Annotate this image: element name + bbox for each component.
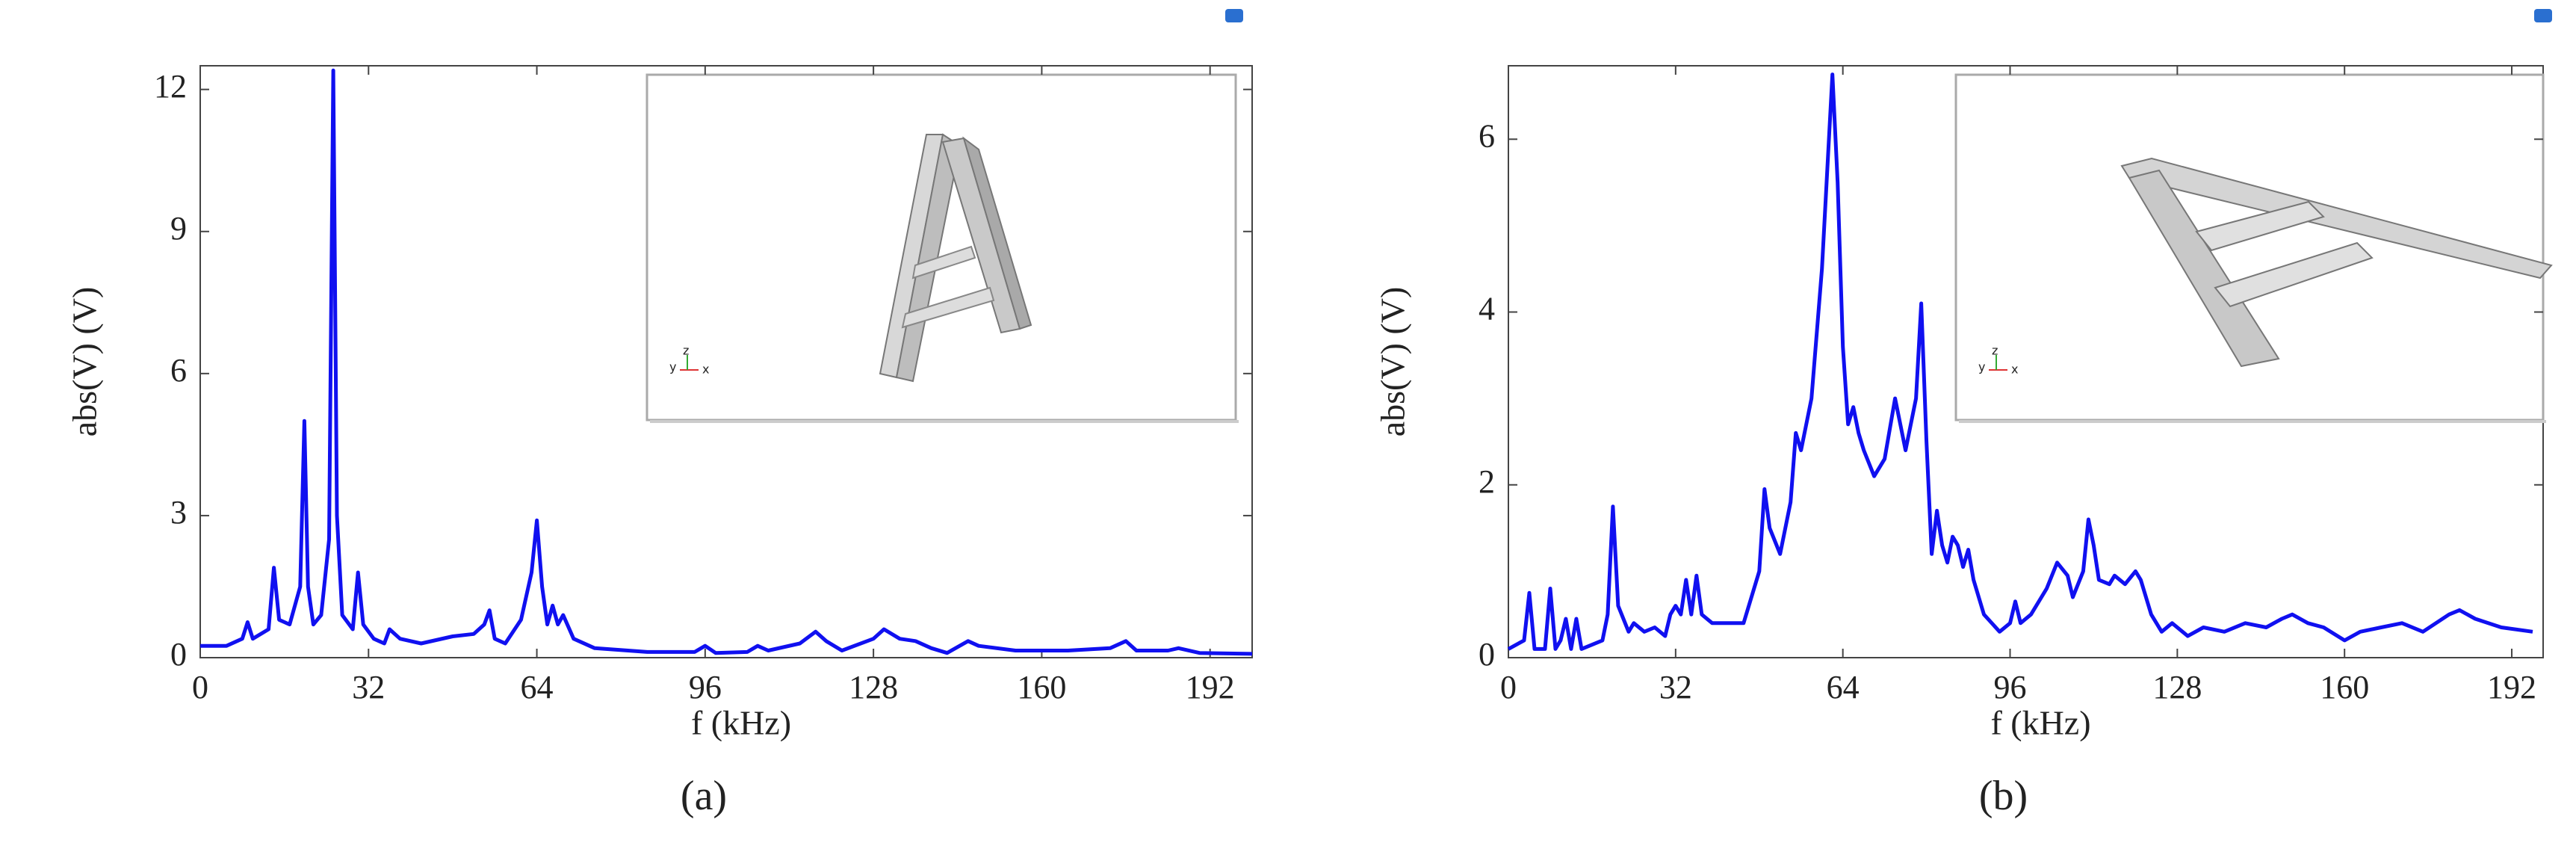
ladder-leg xyxy=(962,136,1032,330)
board xyxy=(2128,169,2280,368)
x-tick-label: 192 xyxy=(2487,669,2536,705)
y-axis-label: abs(V) (V) xyxy=(66,287,104,437)
triad-label: z xyxy=(683,344,689,358)
data-line xyxy=(200,68,1253,656)
y-axis-label: abs(V) (V) xyxy=(1374,287,1412,437)
y-tick-label: 0 xyxy=(170,636,187,673)
board xyxy=(2120,157,2553,280)
rung xyxy=(2195,200,2325,252)
x-tick-label: 64 xyxy=(1827,669,1860,705)
inset-b: y z x xyxy=(1954,73,2553,423)
y-tick-label: 3 xyxy=(170,494,187,531)
x-tick-label: 160 xyxy=(2320,669,2369,705)
x-axis-label: f (kHz) xyxy=(691,704,791,742)
x-tick-label: 192 xyxy=(1186,669,1235,705)
y-tick-label: 6 xyxy=(170,352,187,389)
ladder-step xyxy=(901,286,995,329)
triad-label: y xyxy=(669,360,676,374)
ladder-step xyxy=(911,245,976,280)
x-tick-label: 32 xyxy=(352,669,385,705)
x-tick-label: 0 xyxy=(1500,669,1517,705)
triad-label: x xyxy=(2011,362,2018,377)
x-tick-label: 32 xyxy=(1659,669,1692,705)
rung xyxy=(2214,241,2374,308)
x-tick-label: 96 xyxy=(1994,669,2027,705)
icon xyxy=(2534,9,2552,22)
data-line xyxy=(1507,72,2533,651)
inset-shadow xyxy=(650,420,1239,423)
y-tick-label: 12 xyxy=(154,68,187,105)
triad-label: x xyxy=(702,362,709,377)
x-tick-label: 128 xyxy=(849,669,898,705)
y-tick-label: 0 xyxy=(1479,636,1495,673)
plot-frame xyxy=(199,65,1253,658)
triad-label: y xyxy=(1978,360,1985,374)
inset-a: y z x xyxy=(645,73,1239,423)
x-tick-label: 0 xyxy=(192,669,208,705)
x-tick-label: 96 xyxy=(689,669,722,705)
x-tick-label: 128 xyxy=(2152,669,2202,705)
x-axis-label: f (kHz) xyxy=(1990,704,2090,742)
caption: (a) xyxy=(681,773,727,819)
x-tick-label: 64 xyxy=(521,669,554,705)
triad-label: z xyxy=(1992,344,1998,358)
caption: (b) xyxy=(1979,773,2028,819)
inset-shadow xyxy=(1959,420,2546,423)
y-tick-label: 6 xyxy=(1479,117,1495,154)
inset-frame xyxy=(645,73,1237,422)
icon xyxy=(1225,9,1243,22)
y-tick-label: 2 xyxy=(1479,463,1495,500)
y-tick-label: 9 xyxy=(170,210,187,247)
x-tick-label: 160 xyxy=(1017,669,1066,705)
y-tick-label: 4 xyxy=(1479,291,1495,327)
